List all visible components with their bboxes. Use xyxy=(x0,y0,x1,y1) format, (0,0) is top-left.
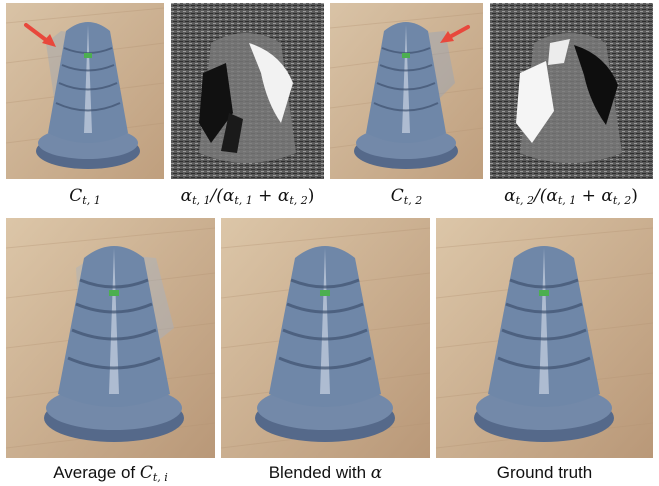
caption-alpha-t1: αt, 1/(αt, 1 + αt, 2) xyxy=(166,186,329,211)
caption-ground-truth: Ground truth xyxy=(436,463,653,483)
caption-plus: + α xyxy=(576,186,613,206)
caption-subscript: t, 2 xyxy=(289,194,308,207)
panel-blended xyxy=(221,218,430,458)
caption-subscript: t, 1 xyxy=(192,194,211,207)
panel-render-c-t1 xyxy=(6,3,164,179)
caption-subscript: t, 2 xyxy=(515,194,535,207)
caption-alpha-t2: αt, 2/(αt, 1 + αt, 2) xyxy=(488,186,654,211)
caption-subscript: t, 1 xyxy=(234,194,253,207)
caption-subscript: t, 2 xyxy=(403,194,423,207)
caption-alpha: α xyxy=(180,186,193,206)
caption-divide: /(α xyxy=(534,186,558,206)
alpha-map-image xyxy=(171,3,324,179)
panel-alpha-t1 xyxy=(171,3,324,179)
caption-subscript: t, 1 xyxy=(557,194,577,207)
caption-c-t1: Ct, 1 xyxy=(6,186,164,211)
render-image xyxy=(6,218,215,458)
caption-divide: /(α xyxy=(210,186,235,206)
caption-symbol: C xyxy=(390,186,404,206)
caption-c-t2: Ct, 2 xyxy=(330,186,483,211)
panel-average xyxy=(6,218,215,458)
render-image xyxy=(6,3,164,179)
caption-subscript: t, 1 xyxy=(82,194,101,207)
panel-alpha-t2 xyxy=(490,3,653,179)
render-image xyxy=(330,3,483,179)
caption-alpha: α xyxy=(504,186,516,206)
caption-symbol: α xyxy=(370,463,383,483)
caption-close: ) xyxy=(307,186,315,206)
caption-subscript: t, i xyxy=(152,471,168,484)
red-arrow-icon xyxy=(440,25,470,43)
caption-blended: Blended with α xyxy=(221,463,430,483)
alpha-map-image xyxy=(490,3,653,179)
caption-text: Average of xyxy=(53,463,140,482)
red-arrow-icon xyxy=(24,23,56,47)
caption-plus: + α xyxy=(252,186,290,206)
caption-symbol: C xyxy=(69,186,83,206)
caption-subscript: t, 2 xyxy=(612,194,632,207)
caption-close: ) xyxy=(631,186,638,206)
caption-text: Blended with xyxy=(268,463,371,482)
render-image xyxy=(221,218,430,458)
caption-text: Ground truth xyxy=(496,463,593,482)
caption-average: Average of Ct, i xyxy=(6,463,215,486)
caption-symbol: C xyxy=(139,463,153,483)
panel-render-c-t2 xyxy=(330,3,483,179)
panel-ground-truth xyxy=(436,218,653,458)
render-image xyxy=(436,218,653,458)
